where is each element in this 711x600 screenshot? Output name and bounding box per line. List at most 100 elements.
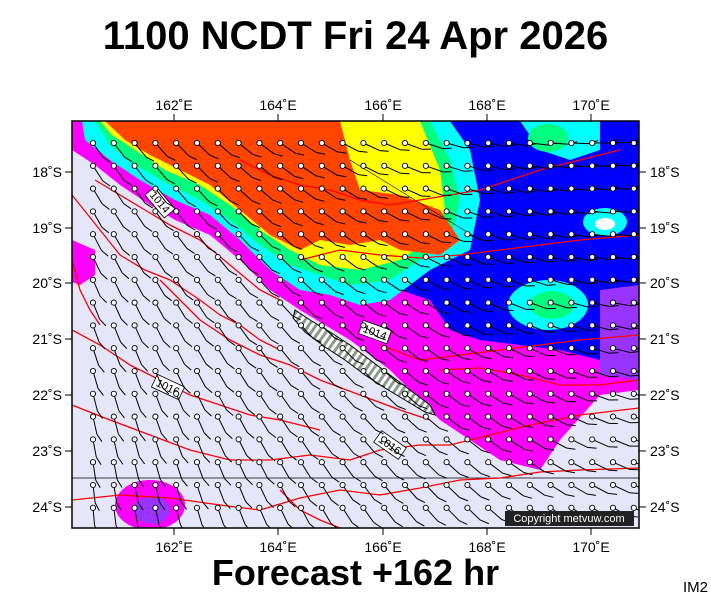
wind-barb [526, 413, 555, 428]
lon-label: 166˚E [364, 539, 401, 555]
wind-barb [297, 367, 321, 390]
wind-barb [214, 139, 240, 159]
wind-barb [256, 208, 282, 228]
wind-barb [193, 390, 212, 417]
lat-label: 23˚S [650, 443, 680, 459]
wind-barb [443, 459, 469, 478]
wind-barb [152, 481, 166, 511]
wind-barb [381, 504, 404, 528]
wind-barb [547, 459, 576, 474]
wind-barb [214, 185, 239, 206]
wind-barb [401, 322, 429, 339]
wind-barb [443, 162, 473, 172]
wind-barb [152, 139, 176, 161]
wind-barb [485, 322, 514, 335]
rain-magenta-left [72, 240, 95, 285]
wind-barb [443, 345, 471, 361]
wind-barb [464, 231, 494, 242]
wind-barb [110, 208, 131, 233]
copyright-box [505, 511, 634, 526]
wind-barb [318, 481, 339, 507]
wind-barb [193, 322, 214, 347]
wind-barb [110, 162, 133, 186]
wind-barb [173, 162, 197, 184]
wind-barb [193, 504, 205, 528]
isobar-lines [72, 149, 639, 528]
wind-barb [526, 481, 554, 498]
wind-barb [505, 162, 536, 170]
wind-barb [339, 345, 364, 365]
wind-barb [89, 345, 105, 373]
wind-barb [568, 367, 598, 378]
wind-barb [422, 322, 450, 338]
wind-barb [131, 162, 154, 186]
wind-barb [173, 299, 193, 324]
wind-barb [609, 390, 639, 400]
wind-barb [277, 253, 302, 274]
wind-barb [214, 413, 233, 440]
wind-barb [173, 231, 195, 254]
wind-barb [381, 299, 408, 316]
wind-barb [526, 299, 556, 310]
lat-label: 20˚S [650, 275, 680, 291]
wind-barb [401, 231, 430, 245]
wind-barb [422, 299, 451, 314]
wind-barb [277, 345, 300, 368]
wind-barb [464, 345, 492, 360]
lat-label: 24˚S [32, 499, 62, 515]
wind-barb [568, 299, 598, 308]
wind-barb [630, 481, 639, 489]
wind-barb [381, 253, 409, 269]
wind-barb [235, 481, 253, 509]
wind-barb [443, 253, 472, 266]
wind-barb [235, 345, 257, 369]
wind-barb [277, 390, 299, 414]
image-code: IM2 [682, 579, 708, 596]
wind-barb [256, 276, 280, 298]
wind-barb [110, 367, 126, 396]
wind-barb [235, 139, 262, 158]
wind-barb [505, 390, 534, 405]
wind-barb [173, 436, 189, 464]
wind-barb [630, 322, 639, 329]
wind-barb [339, 139, 368, 153]
wind-barb [630, 231, 639, 238]
wind-barb [173, 345, 192, 371]
wind-barb [401, 208, 431, 221]
wind-barb [297, 504, 316, 528]
wind-barb [297, 413, 320, 437]
wind-barb [235, 231, 260, 252]
wind-barb [443, 139, 473, 149]
wind-barb [485, 459, 512, 477]
wind-barb [131, 481, 144, 511]
wind-barb [277, 367, 299, 391]
wind-barb [173, 367, 191, 394]
wind-barb [152, 345, 170, 372]
wind-barb [630, 253, 639, 261]
wind-barb [464, 299, 493, 312]
wind-barb [464, 390, 492, 407]
wind-barb [110, 504, 118, 528]
wind-barb [505, 276, 535, 287]
lat-label: 24˚S [650, 499, 680, 515]
wind-barb [568, 276, 598, 285]
wind-barb [589, 345, 619, 354]
wind-barb [214, 390, 234, 416]
wind-barbs [89, 138, 639, 528]
wind-barb [401, 139, 431, 150]
wind-barb [630, 459, 639, 466]
wind-barb [131, 390, 147, 419]
wind-barb [609, 413, 639, 424]
wind-barb [235, 162, 261, 181]
wind-barb [277, 413, 298, 438]
wind-barb [235, 253, 259, 275]
lat-label: 21˚S [32, 331, 62, 347]
wind-barb [235, 413, 255, 439]
wind-barb [339, 185, 367, 200]
lon-label: 164˚E [259, 539, 296, 555]
lon-label: 166˚E [364, 97, 401, 113]
wind-barb [443, 231, 473, 243]
wind-barb [297, 322, 322, 343]
wind-barb [339, 276, 366, 295]
wind-barb [485, 276, 514, 288]
